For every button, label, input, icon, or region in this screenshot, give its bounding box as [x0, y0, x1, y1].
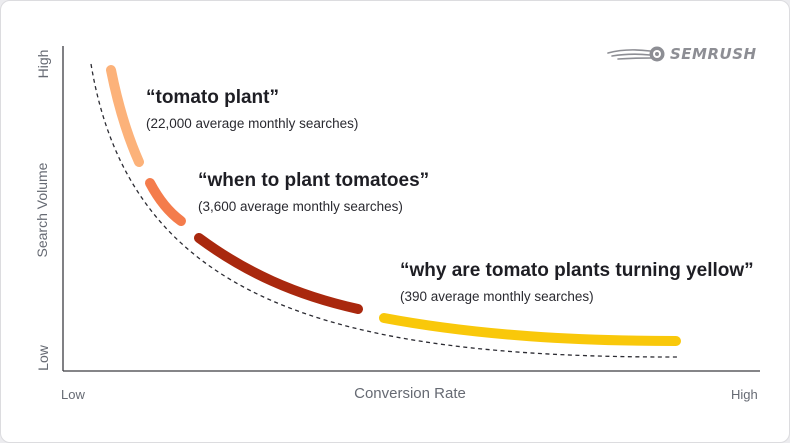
y-axis-high-label: High [35, 49, 51, 79]
x-axis-high-label: High [731, 387, 758, 402]
segment-head-term [106, 65, 144, 167]
segment-mid-tail [145, 178, 186, 226]
x-axis-low-label: Low [61, 387, 85, 402]
keyword-search-volume: (22,000 average monthly searches) [146, 116, 359, 131]
keyword-search-volume: (3,600 average monthly searches) [198, 199, 403, 214]
y-axis-low-label: Low [35, 345, 51, 371]
semrush-fireball-icon [607, 46, 665, 62]
keyword-long-tail: “why are tomato plants turning yellow” (… [400, 260, 754, 304]
segment-long-tail [379, 313, 681, 346]
keyword-head-term: “tomato plant” (22,000 average monthly s… [146, 87, 358, 131]
y-axis-title: Search Volume [34, 162, 50, 258]
keyword-mid-tail: “when to plant tomatoes” (3,600 average … [198, 170, 429, 214]
segment-transition [194, 233, 363, 314]
keyword-phrase: “when to plant tomatoes” [198, 170, 430, 191]
semrush-logo: SEMRUSH [606, 43, 757, 65]
x-axis-title: Conversion Rate [354, 385, 466, 402]
keyword-phrase: “tomato plant” [146, 87, 279, 108]
keyword-phrase: “why are tomato plants turning yellow” [400, 260, 754, 281]
dashed-demand-curve [90, 63, 681, 358]
brand-wordmark: SEMRUSH [670, 45, 757, 63]
keyword-search-volume: (390 average monthly searches) [400, 289, 594, 304]
